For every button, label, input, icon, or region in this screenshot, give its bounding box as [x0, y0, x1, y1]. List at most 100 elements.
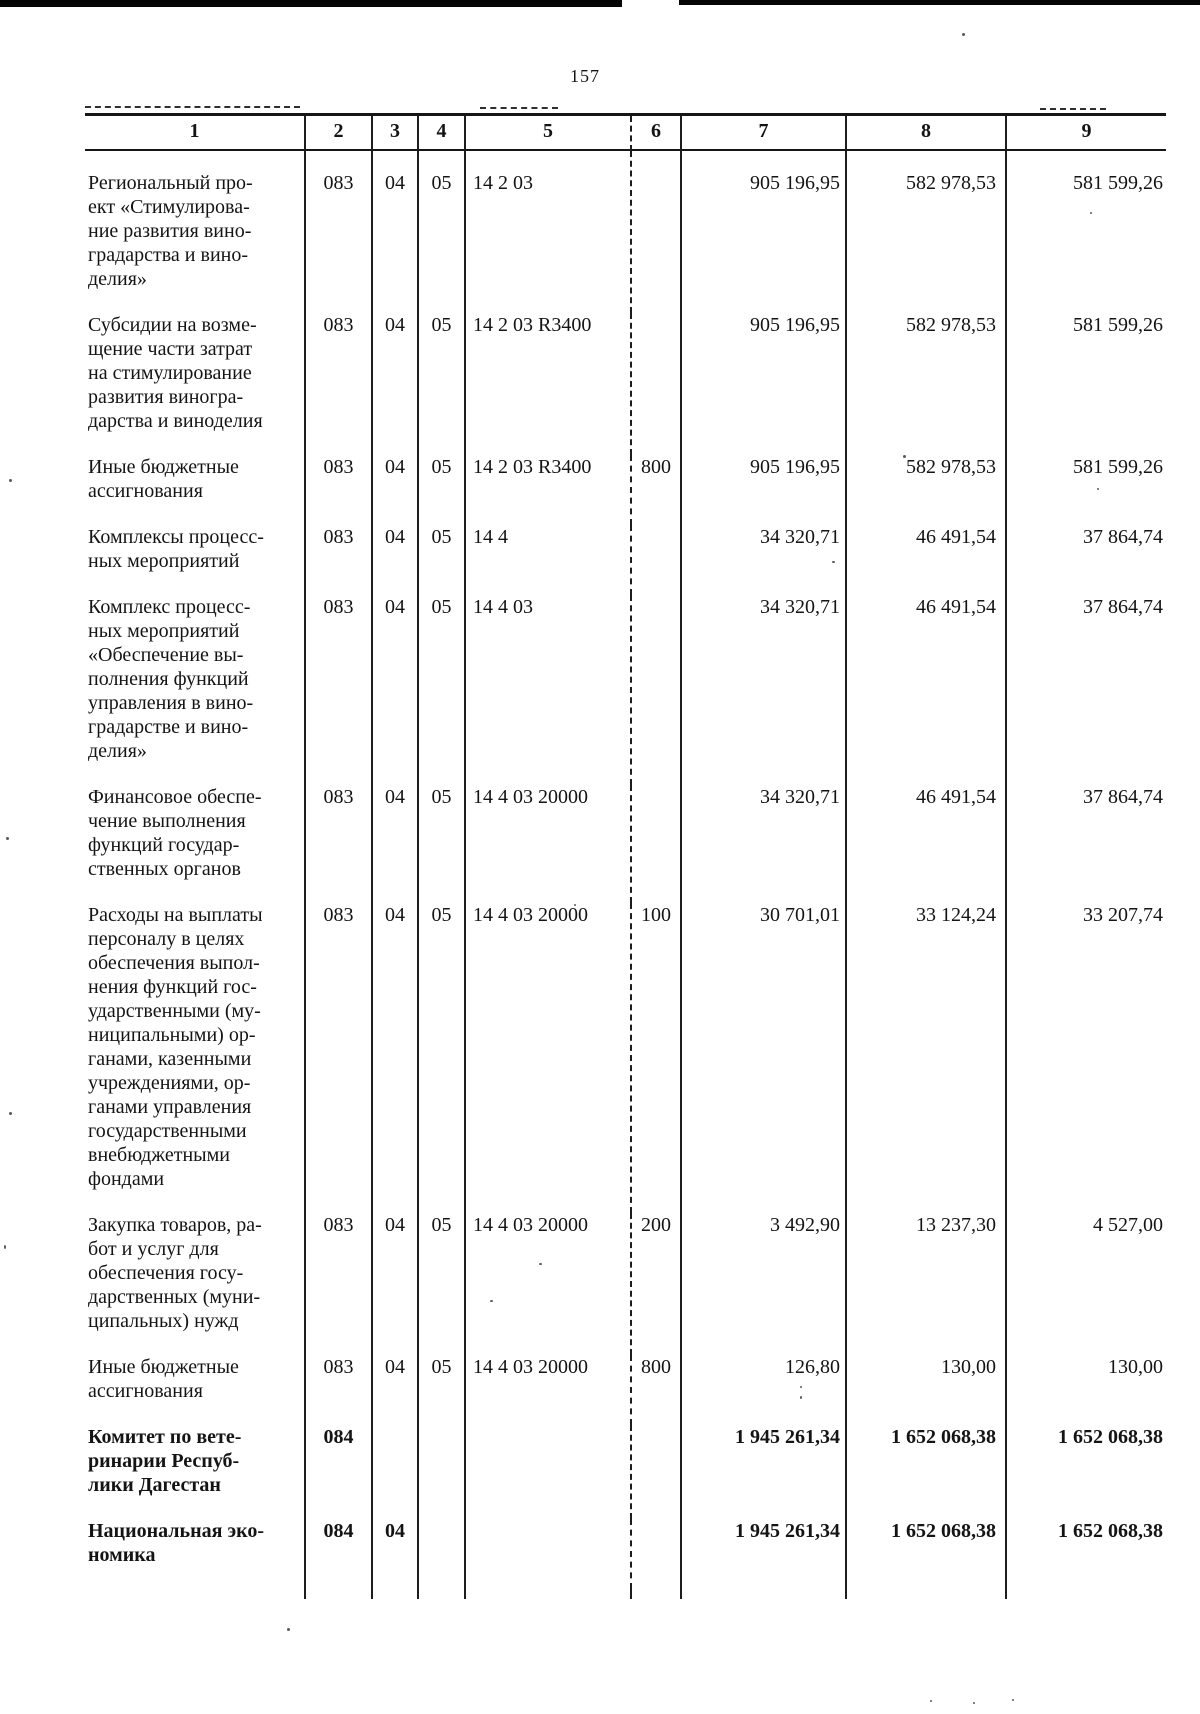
- row-3-grbs-code: 083: [304, 455, 371, 525]
- row-9-vid-raskhodov-code: 800: [630, 1355, 680, 1425]
- row-4-grbs-code: 083: [304, 525, 371, 595]
- row-1-amount-col7: 905 196,95: [680, 151, 845, 313]
- row-10-csr-code: [464, 1425, 630, 1519]
- table-bottom-rule-extension: [417, 1589, 464, 1599]
- row-3-amount-col8: 582 978,53: [845, 455, 1005, 525]
- row-9-csr-code: 14 4 03 20000: [464, 1355, 630, 1425]
- row-6-amount-col7: 34 320,71: [680, 785, 845, 903]
- scan-dash-artifact: [480, 107, 558, 109]
- table-bottom-rule-extension: [1005, 1589, 1166, 1599]
- row-4-razdel-code: 04: [371, 525, 417, 595]
- row-1-name: Региональный про- ект «Стимулирова- ние …: [88, 172, 253, 290]
- row-4-csr-code: 14 4: [464, 525, 630, 595]
- row-5-name: Комплекс процесс- ных мероприятий «Обесп…: [88, 596, 254, 762]
- row-11-razdel-code: 04: [371, 1519, 417, 1589]
- row-3-csr-code: 14 2 03 R3400: [464, 455, 630, 525]
- row-10-amount-col8: 1 652 068,38: [845, 1425, 1005, 1519]
- row-4-name: Комплексы процесс- ных мероприятий: [88, 526, 264, 572]
- row-11-csr-code: [464, 1519, 630, 1589]
- row-10-razdel-code: [371, 1425, 417, 1519]
- row-1-razdel-code: 04: [371, 151, 417, 313]
- column-header-6: 6: [630, 116, 680, 151]
- row-2-amount-col8: 582 978,53: [845, 313, 1005, 455]
- row-9-podrazdel-code: 05: [417, 1355, 464, 1425]
- column-header-9: 9: [1005, 116, 1166, 151]
- row-1-csr-code: 14 2 03: [464, 151, 630, 313]
- scan-noise-dot: [1012, 1699, 1014, 1701]
- table-bottom-rule-extension: [304, 1589, 371, 1599]
- table-bottom-rule-extension: [85, 1589, 304, 1599]
- column-header-8: 8: [845, 116, 1005, 151]
- row-3-amount-col9: 581 599,26: [1005, 455, 1166, 525]
- scan-noise-dot: [574, 904, 576, 906]
- scan-noise-dot: [903, 455, 906, 458]
- row-2-razdel-code: 04: [371, 313, 417, 455]
- row-5-amount-col7: 34 320,71: [680, 595, 845, 785]
- row-7-razdel-code: 04: [371, 903, 417, 1213]
- scan-dash-artifact: [1040, 108, 1106, 110]
- row-8-vid-raskhodov-code: 200: [630, 1213, 680, 1355]
- row-2-podrazdel-code: 05: [417, 313, 464, 455]
- row-9-grbs-code: 083: [304, 1355, 371, 1425]
- page-number: 157: [570, 66, 600, 86]
- row-5-podrazdel-code: 05: [417, 595, 464, 785]
- row-7-amount-col7: 30 701,01: [680, 903, 845, 1213]
- row-7-amount-col9: 33 207,74: [1005, 903, 1166, 1213]
- row-8-csr-code: 14 4 03 20000: [464, 1213, 630, 1355]
- row-7-podrazdel-code: 05: [417, 903, 464, 1213]
- column-header-4: 4: [417, 116, 464, 151]
- row-8-razdel-code: 04: [371, 1213, 417, 1355]
- column-header-2: 2: [304, 116, 371, 151]
- row-2-grbs-code: 083: [304, 313, 371, 455]
- row-11-podrazdel-code: [417, 1519, 464, 1589]
- scan-noise-dot: [973, 1702, 975, 1704]
- row-2-amount-col7: 905 196,95: [680, 313, 845, 455]
- scan-noise-dot: [1097, 488, 1099, 490]
- row-10-vid-raskhodov-code: [630, 1425, 680, 1519]
- scan-noise-dot: [539, 1263, 542, 1265]
- budget-table: 1 2 3 4 5 6 7 8 9 Региональный про- ект «Стимулир…: [85, 113, 1166, 1599]
- table-bottom-rule-extension: [371, 1589, 417, 1599]
- row-9-amount-col7: 126,80: [680, 1355, 845, 1425]
- row-3-vid-raskhodov-code: 800: [630, 455, 680, 525]
- column-header-7: 7: [680, 116, 845, 151]
- row-5-grbs-code: 083: [304, 595, 371, 785]
- row-8-podrazdel-code: 05: [417, 1213, 464, 1355]
- row-9-amount-col8: 130,00: [845, 1355, 1005, 1425]
- row-11-vid-raskhodov-code: [630, 1519, 680, 1589]
- row-1-grbs-code: 083: [304, 151, 371, 313]
- row-7-amount-col8: 33 124,24: [845, 903, 1005, 1213]
- scan-edge-bar-left: [0, 0, 622, 7]
- scan-noise-dot: [1090, 212, 1092, 214]
- row-11-amount-col9: 1 652 068,38: [1005, 1519, 1166, 1589]
- table-bottom-rule-extension: [630, 1589, 680, 1599]
- row-2-amount-col9: 581 599,26: [1005, 313, 1166, 455]
- row-3-razdel-code: 04: [371, 455, 417, 525]
- row-5-csr-code: 14 4 03: [464, 595, 630, 785]
- scan-noise-dot: [930, 1700, 932, 1702]
- row-7-csr-code: 14 4 03 20000: [464, 903, 630, 1213]
- row-1-amount-col8: 582 978,53: [845, 151, 1005, 313]
- row-9-name: Иные бюджетные ассигнования: [88, 1356, 239, 1402]
- row-10-amount-col7: 1 945 261,34: [680, 1425, 845, 1519]
- row-3-name: Иные бюджетные ассигнования: [88, 456, 239, 502]
- row-9-amount-col9: 130,00: [1005, 1355, 1166, 1425]
- row-6-vid-raskhodov-code: [630, 785, 680, 903]
- row-4-amount-col8: 46 491,54: [845, 525, 1005, 595]
- row-11-grbs-code: 084: [304, 1519, 371, 1589]
- row-2-csr-code: 14 2 03 R3400: [464, 313, 630, 455]
- row-4-amount-col7: 34 320,71: [680, 525, 845, 595]
- row-8-amount-col9: 4 527,00: [1005, 1213, 1166, 1355]
- row-8-amount-col7: 3 492,90: [680, 1213, 845, 1355]
- row-6-amount-col8: 46 491,54: [845, 785, 1005, 903]
- row-8-amount-col8: 13 237,30: [845, 1213, 1005, 1355]
- row-7-name: Расходы на выплаты персоналу в целях обе…: [88, 904, 263, 1190]
- row-8-grbs-code: 083: [304, 1213, 371, 1355]
- row-4-amount-col9: 37 864,74: [1005, 525, 1166, 595]
- row-3-amount-col7: 905 196,95: [680, 455, 845, 525]
- row-4-vid-raskhodov-code: [630, 525, 680, 595]
- row-11-amount-col8: 1 652 068,38: [845, 1519, 1005, 1589]
- row-6-razdel-code: 04: [371, 785, 417, 903]
- row-6-amount-col9: 37 864,74: [1005, 785, 1166, 903]
